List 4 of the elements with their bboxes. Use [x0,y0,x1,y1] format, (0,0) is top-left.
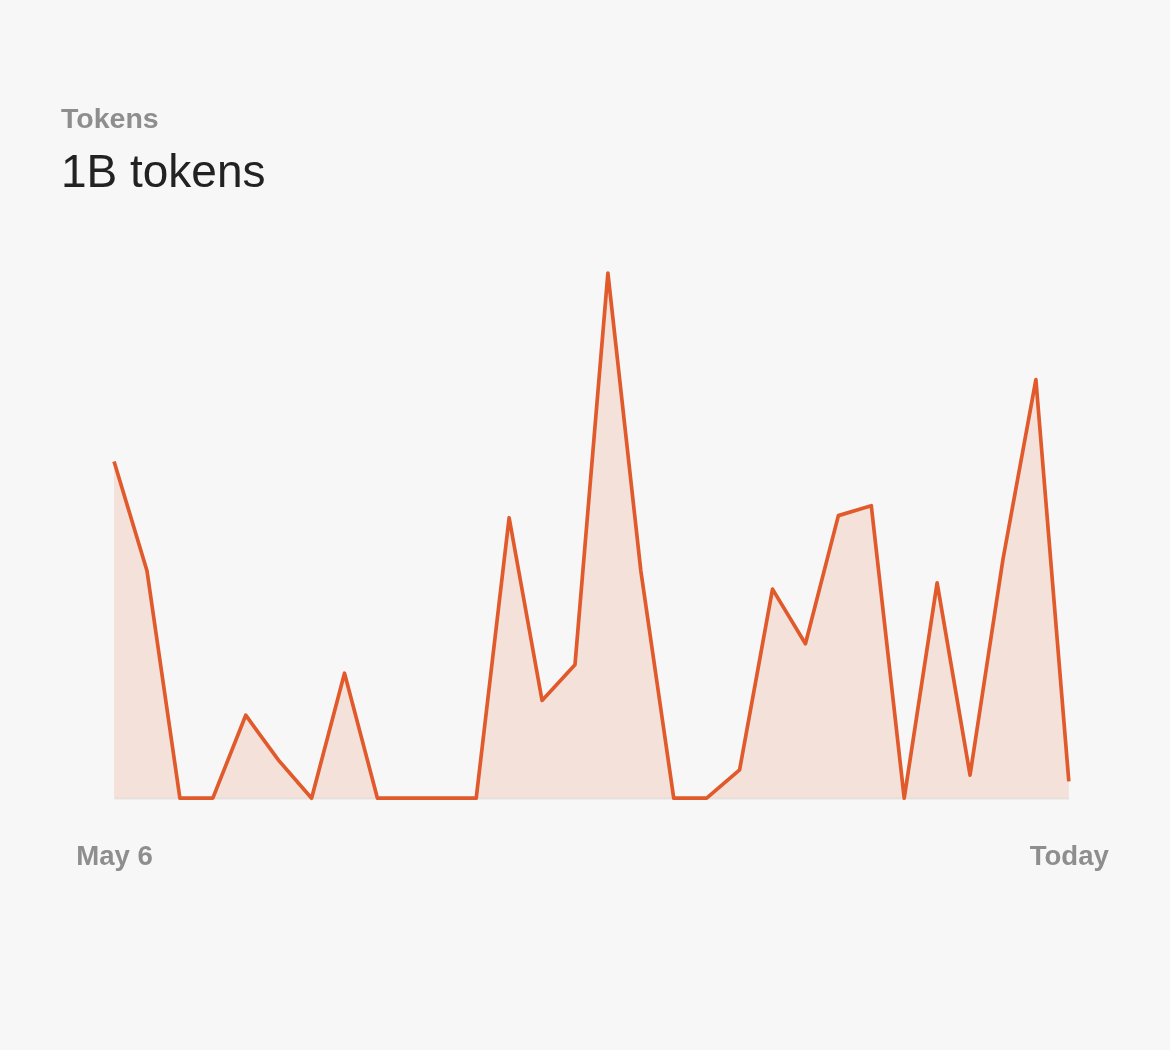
x-tick-label: Today [1029,839,1110,871]
x-tick-label: May 6 [76,839,153,871]
chart-title: Tokens [60,101,159,134]
chart-subtitle: 1B tokens [60,145,266,198]
